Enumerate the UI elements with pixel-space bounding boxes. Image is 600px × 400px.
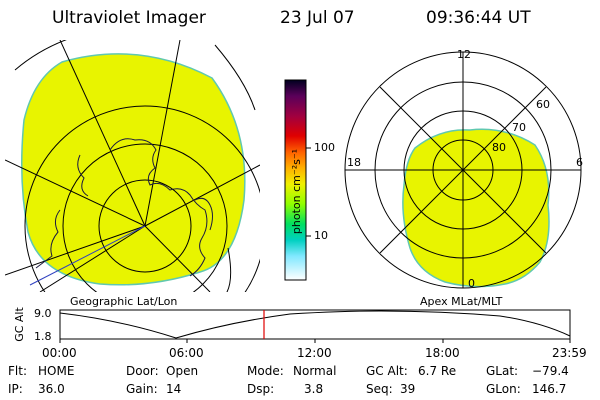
seq-label: Seq:	[366, 382, 393, 396]
mlt-label-0: 0	[468, 277, 475, 290]
date-label: 23 Jul 07	[280, 8, 355, 28]
colorbar-tick-10: 10	[314, 229, 328, 242]
mlt-label-18: 18	[347, 156, 361, 169]
mlat-label-70: 70	[512, 121, 526, 134]
mode-value: Normal	[293, 364, 337, 378]
altitude-plot	[59, 309, 571, 343]
mlat-label-60: 60	[536, 98, 550, 111]
ip-label: IP:	[8, 382, 23, 396]
right-panel-caption: Apex MLat/MLT	[420, 295, 503, 308]
glat-value: −79.4	[532, 364, 569, 378]
altitude-curve	[59, 310, 571, 339]
seq-value: 39	[400, 382, 416, 396]
ip-value: 36.0	[38, 382, 65, 396]
colorbar-label: photon cm⁻²s⁻¹	[290, 148, 304, 235]
altitude-ytick-max: 9.0	[34, 307, 52, 320]
door-label: Door:	[126, 364, 159, 378]
colorbar-tick-100: 100	[314, 141, 335, 154]
flt-label: Flt:	[8, 364, 27, 378]
time-tick-1: 06:00	[169, 346, 204, 360]
altitude-ytick-min: 1.8	[34, 330, 52, 343]
altitude-ylabel: GC Alt	[12, 307, 26, 342]
door-value: Open	[166, 364, 199, 378]
geographic-map	[5, 40, 260, 292]
gain-label: Gain:	[126, 382, 158, 396]
glon-value: 146.7	[532, 382, 567, 396]
apex-polar-plot	[344, 51, 582, 289]
mlat-label-80: 80	[492, 141, 506, 154]
dsp-value: 3.8	[304, 382, 324, 396]
mode-label: Mode:	[247, 364, 284, 378]
flt-value: HOME	[38, 364, 75, 378]
coastline	[109, 138, 208, 277]
glon-label: GLon:	[486, 382, 521, 396]
mlt-label-6: 6	[576, 156, 583, 169]
uv-emission-fill	[21, 53, 246, 286]
gain-value: 14	[166, 382, 182, 396]
time-tick-0: 00:00	[42, 346, 77, 360]
mlt-label-12: 12	[457, 48, 471, 61]
uv-oval-fill	[402, 128, 550, 288]
glat-label: GLat:	[486, 364, 519, 378]
time-tick-4: 23:59	[552, 346, 587, 360]
gcalt-value: 6.7 Re	[418, 364, 457, 378]
left-panel-caption: Geographic Lat/Lon	[70, 295, 178, 308]
time-label: 09:36:44 UT	[426, 8, 531, 28]
colorbar	[284, 79, 307, 281]
dsp-label: Dsp:	[247, 382, 275, 396]
time-tick-2: 12:00	[297, 346, 332, 360]
app-title: Ultraviolet Imager	[52, 8, 206, 28]
gcalt-label: GC Alt:	[366, 364, 408, 378]
time-tick-3: 18:00	[425, 346, 460, 360]
